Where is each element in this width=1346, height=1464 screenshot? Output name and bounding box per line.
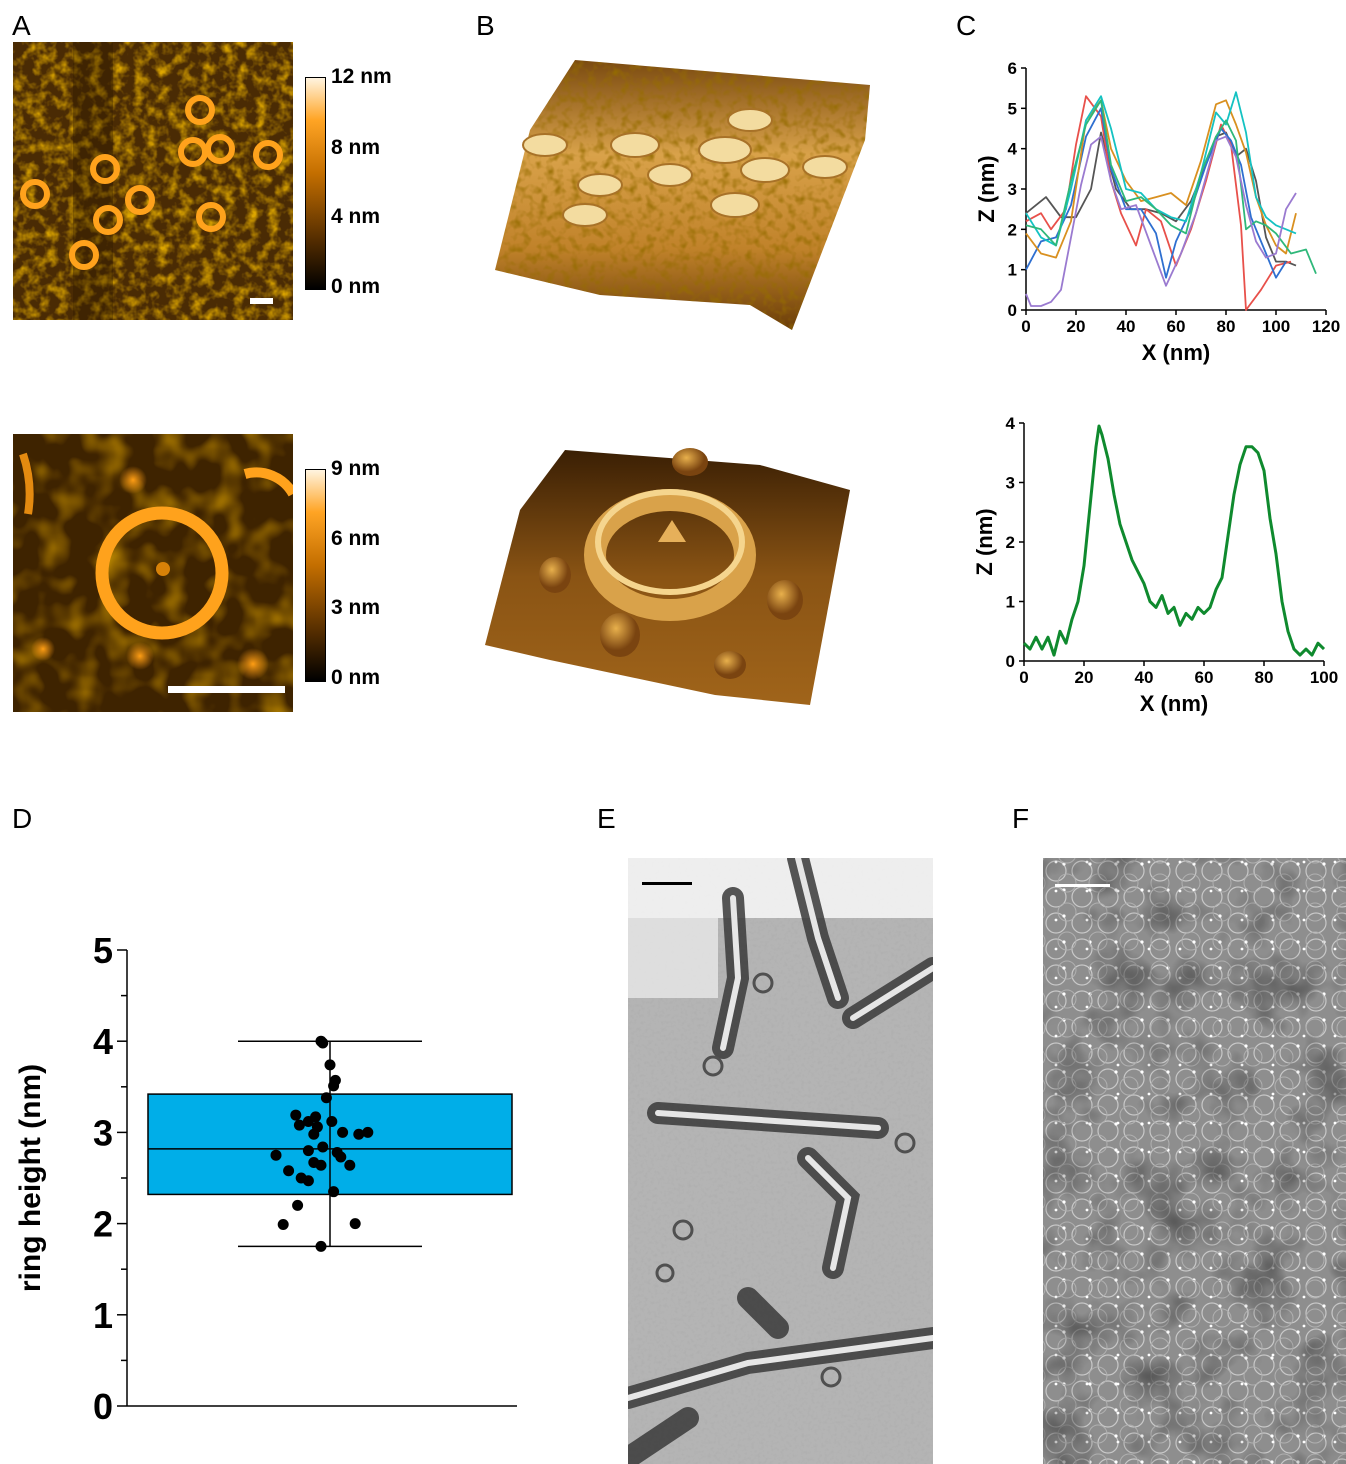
afm-image-single-ring <box>13 434 293 712</box>
scale-bar <box>642 882 692 885</box>
y-tick-label: 2 <box>1006 533 1015 552</box>
colorbar-bottom-min-label: 0 nm <box>331 666 381 689</box>
x-tick-label: 80 <box>1255 668 1274 687</box>
panel-label-f: F <box>1012 803 1030 834</box>
data-point <box>283 1165 295 1177</box>
y-tick-label: 6 <box>1008 59 1017 78</box>
x-tick-label: 0 <box>1021 317 1030 336</box>
series-line-4 <box>1025 99 1297 259</box>
y-tick-label: 4 <box>93 1021 113 1062</box>
colorbar-top-min-label: 0 nm <box>331 275 381 298</box>
chart-profile-single: 0 20 40 60 80 100 0 1 2 3 4 X (nm) Z (nm) <box>972 414 1338 716</box>
scale-bar <box>1055 884 1110 887</box>
colorbar-bottom <box>305 469 326 682</box>
data-point <box>328 1080 340 1092</box>
y-tick-label: 2 <box>93 1204 113 1245</box>
data-point <box>315 1159 327 1171</box>
panel-label-b: B <box>476 10 495 41</box>
x-tick-label: 0 <box>1019 668 1028 687</box>
data-point <box>326 1115 338 1127</box>
y-axis-title: ring height (nm) <box>14 1064 47 1292</box>
y-tick-label: 2 <box>1008 220 1017 239</box>
x-tick-label: 20 <box>1067 317 1086 336</box>
y-tick-label: 4 <box>1006 414 1016 433</box>
data-point <box>302 1175 314 1187</box>
data-point <box>292 1199 304 1211</box>
x-tick-label: 40 <box>1135 668 1154 687</box>
x-tick-label: 80 <box>1217 317 1236 336</box>
y-tick-label: 5 <box>93 930 113 971</box>
y-tick-label: 0 <box>1006 652 1015 671</box>
y-tick-label: 0 <box>93 1386 113 1427</box>
series-line-6 <box>1025 99 1317 275</box>
y-axis-title: Z (nm) <box>972 508 997 575</box>
panel-label-a: A <box>12 10 31 41</box>
data-point <box>315 1240 327 1252</box>
data-point <box>328 1186 340 1198</box>
chart-profiles-multi: 0 20 40 60 80 100 120 0 1 2 3 4 5 6 X (nm) Z (nm) <box>974 59 1340 365</box>
x-tick-label: 100 <box>1262 317 1290 336</box>
x-axis-title: X (nm) <box>1140 691 1208 716</box>
data-point <box>317 1141 329 1153</box>
data-point <box>317 1037 329 1049</box>
data-point <box>308 1128 320 1140</box>
colorbar-bottom-max-label: 9 nm <box>331 457 381 480</box>
x-tick-label: 40 <box>1117 317 1136 336</box>
x-axis-title: X (nm) <box>1142 340 1210 365</box>
data-point <box>270 1149 282 1161</box>
series-line-7 <box>1025 135 1297 307</box>
y-tick-label: 5 <box>1008 99 1017 118</box>
panel-label-c: C <box>956 10 977 41</box>
data-point <box>293 1119 305 1131</box>
y-tick-label: 3 <box>1008 180 1017 199</box>
scale-bar <box>250 298 273 304</box>
x-tick-label: 60 <box>1167 317 1186 336</box>
data-point <box>302 1145 314 1157</box>
y-tick-label: 4 <box>1008 140 1018 159</box>
data-point <box>277 1219 289 1231</box>
data-point <box>349 1218 361 1230</box>
data-point <box>337 1126 349 1138</box>
series-line-2 <box>1025 95 1292 311</box>
afm-3d-overview <box>480 45 880 335</box>
data-point <box>362 1126 374 1138</box>
colorbar-bottom-6-label: 6 nm <box>331 527 381 550</box>
chart-ring-height-box: 0 1 2 3 4 5 ring height (nm) <box>14 930 517 1427</box>
colorbar-top-max-label: 12 nm <box>331 65 392 88</box>
series-line-1 <box>1022 424 1326 657</box>
y-tick-label: 3 <box>1006 474 1015 493</box>
colorbar-top <box>305 77 326 290</box>
tem-image-rings-field <box>1043 858 1346 1464</box>
y-tick-label: 1 <box>1008 261 1017 280</box>
data-point <box>344 1159 356 1171</box>
afm-3d-single-ring <box>480 430 860 715</box>
data-point <box>320 1092 332 1104</box>
colorbar-top-8-label: 8 nm <box>331 136 381 159</box>
afm-image-overview <box>13 42 293 320</box>
x-tick-label: 100 <box>1310 668 1338 687</box>
colorbar-bottom-3-label: 3 nm <box>331 596 381 619</box>
x-tick-label: 120 <box>1312 317 1340 336</box>
panel-label-e: E <box>597 803 616 834</box>
data-point <box>335 1151 347 1163</box>
data-point <box>290 1109 302 1121</box>
scale-bar <box>168 686 285 693</box>
y-tick-label: 0 <box>1008 301 1017 320</box>
data-point <box>353 1128 365 1140</box>
y-tick-label: 1 <box>1006 593 1015 612</box>
colorbar-top-4-label: 4 nm <box>331 205 381 228</box>
x-tick-label: 60 <box>1195 668 1214 687</box>
panel-label-d: D <box>12 803 33 834</box>
y-tick-label: 1 <box>93 1295 113 1336</box>
y-axis-title: Z (nm) <box>974 155 999 222</box>
data-point <box>302 1115 314 1127</box>
x-tick-label: 20 <box>1075 668 1094 687</box>
y-tick-label: 3 <box>93 1112 113 1153</box>
data-point <box>324 1059 336 1071</box>
tem-image-tubes <box>628 858 933 1464</box>
